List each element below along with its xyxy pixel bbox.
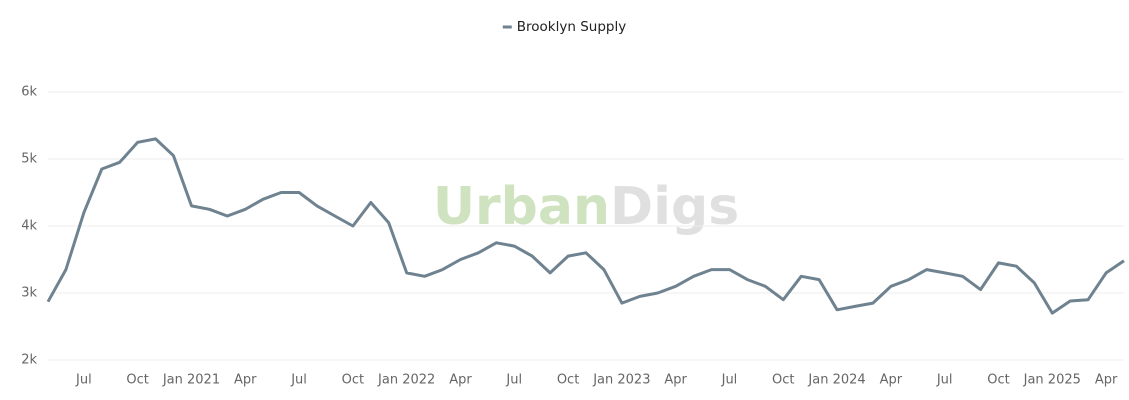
y-tick-label: 5k [21,152,37,167]
x-tick-label: Apr [234,373,257,388]
x-tick-label: Oct [987,373,1009,388]
y-tick-label: 4k [21,219,37,234]
x-tick-label: Jan 2022 [377,373,435,388]
x-tick-label: Apr [1095,373,1118,388]
x-tick-label: Jan 2021 [162,373,220,388]
x-tick-label: Jan 2024 [807,373,865,388]
x-tick-label: Oct [342,373,364,388]
series-line [46,137,1125,315]
x-tick-label: Jan 2025 [1023,373,1081,388]
y-tick-label: 6k [21,85,37,100]
x-tick-label: Jul [290,373,307,388]
x-tick-label: Apr [880,373,903,388]
x-tick-label: Oct [126,373,148,388]
x-tick-label: Oct [772,373,794,388]
watermark-left: Urban [433,177,610,237]
x-tick-label: Jan 2023 [592,373,650,388]
x-tick-label: Jul [936,373,953,388]
legend-label: Brooklyn Supply [517,19,626,35]
x-tick-label: Apr [449,373,472,388]
y-tick-label: 2k [21,353,37,368]
x-tick-label: Apr [664,373,687,388]
y-tick-label: 3k [21,286,37,301]
x-tick-label: Jul [75,373,92,388]
x-tick-label: Jul [721,373,738,388]
legend: Brooklyn Supply [502,19,626,35]
watermark-right: Digs [610,177,739,237]
x-tick-label: Jul [505,373,522,388]
x-tick-label: Oct [557,373,579,388]
